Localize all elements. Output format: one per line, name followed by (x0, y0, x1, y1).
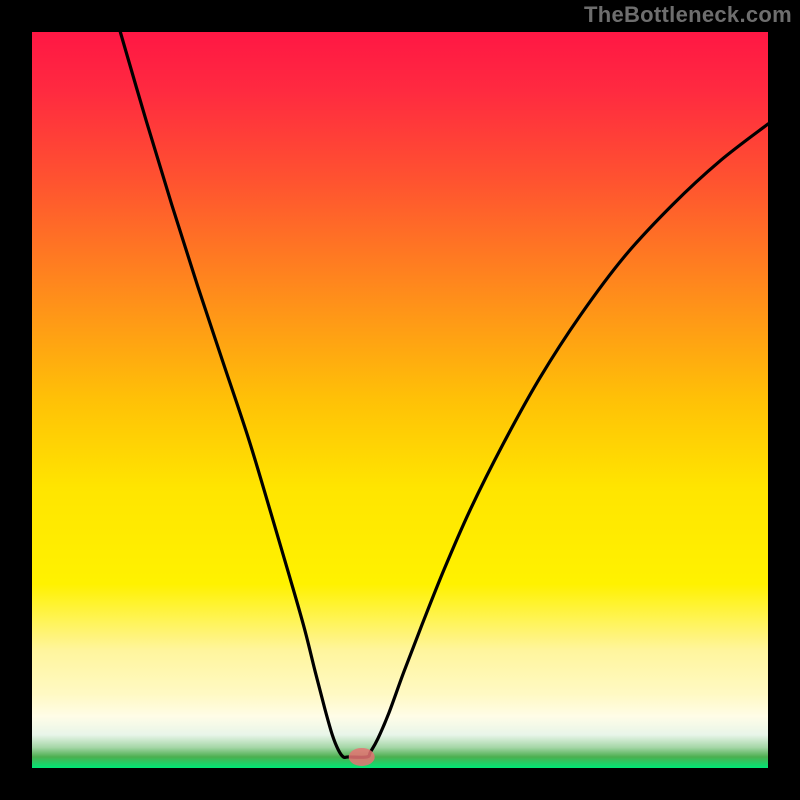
bottleneck-chart: TheBottleneck.com (0, 0, 800, 800)
watermark-text: TheBottleneck.com (584, 2, 792, 28)
plot-background (32, 32, 768, 768)
chart-svg (0, 0, 800, 800)
optimal-marker (349, 748, 375, 766)
